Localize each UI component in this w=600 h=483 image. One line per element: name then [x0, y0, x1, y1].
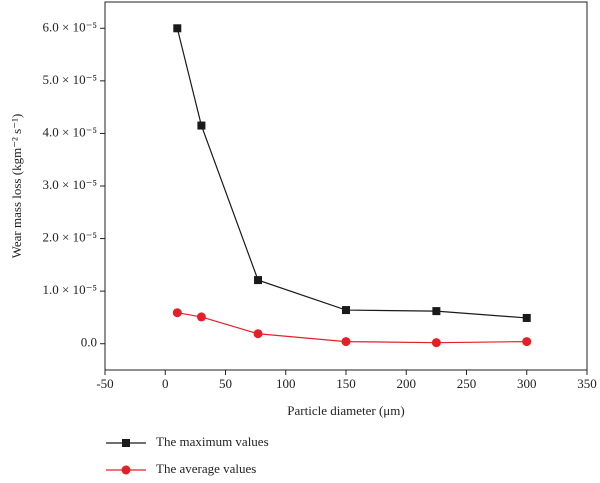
marker	[197, 121, 206, 130]
series-line	[176, 28, 527, 319]
y-tick-label: 4.0 × 10⁻⁵	[43, 124, 97, 139]
marker	[522, 313, 531, 322]
x-tick-label: 150	[336, 376, 356, 391]
marker	[431, 338, 441, 348]
x-tick-label: 50	[219, 376, 232, 391]
y-tick-label: 0.0	[81, 335, 97, 350]
y-axis-label: Wear mass loss (kgm⁻² s⁻¹)	[9, 114, 24, 259]
marker	[196, 312, 206, 322]
y-tick-label: 2.0 × 10⁻⁵	[43, 230, 97, 245]
x-tick-label: 200	[397, 376, 417, 391]
x-tick-label: -50	[96, 376, 113, 391]
marker	[342, 306, 350, 315]
y-tick-label: 6.0 × 10⁻⁵	[43, 19, 97, 34]
x-tick-label: 350	[577, 376, 597, 391]
y-tick-label: 1.0 × 10⁻⁵	[43, 282, 97, 297]
x-tick-label: 0	[162, 376, 169, 391]
series-line	[177, 312, 527, 344]
marker	[253, 329, 263, 339]
marker	[432, 307, 441, 316]
marker	[172, 308, 182, 318]
legend-label: The average values	[156, 461, 256, 476]
x-tick-label: 250	[457, 376, 477, 391]
marker	[341, 337, 351, 347]
marker	[522, 337, 532, 347]
legend-marker	[121, 465, 131, 475]
y-tick-label: 3.0 × 10⁻⁵	[43, 177, 97, 192]
legend-marker	[122, 439, 130, 447]
x-tick-label: 300	[517, 376, 537, 391]
marker	[254, 276, 263, 285]
x-axis-label: Particle diameter (μm)	[287, 403, 404, 418]
y-tick-label: 5.0 × 10⁻⁵	[43, 72, 97, 87]
legend-label: The maximum values	[156, 434, 269, 449]
x-tick-label: 100	[276, 376, 296, 391]
marker	[173, 24, 182, 33]
